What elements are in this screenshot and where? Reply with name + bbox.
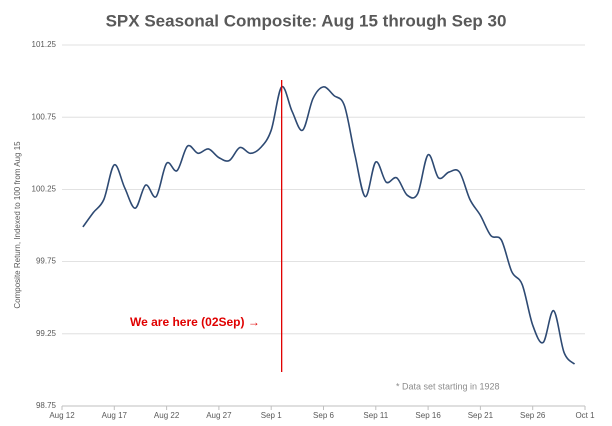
annotation: We are here (02Sep) →	[130, 315, 260, 329]
line	[82, 85, 576, 365]
x-tick-label: Aug 12	[49, 411, 75, 420]
y-axis-label: Composite Return, Indexed to 100 from Au…	[13, 141, 22, 309]
y-tick-label: 101.25	[32, 40, 57, 49]
x-tick-label: Sep 21	[468, 411, 494, 420]
y-tick-label: 100.75	[32, 112, 57, 121]
x-tick-label: Sep 26	[520, 411, 546, 420]
y-tick-label: 98.75	[36, 401, 57, 410]
y-tick-label: 99.25	[36, 329, 57, 338]
y-tick-label: 100.25	[32, 185, 57, 194]
x-tick-label: Aug 27	[206, 411, 232, 420]
x-tick-label: Aug 17	[102, 411, 128, 420]
y-tick-label: 99.75	[36, 257, 57, 266]
x-tick-label: Oct 1	[575, 411, 595, 420]
x-tick-label: Sep 16	[415, 411, 441, 420]
x-tick-label: Sep 11	[363, 411, 388, 420]
x-tick-label: Sep 1	[261, 411, 282, 420]
footnote: * Data set starting in 1928	[396, 381, 500, 391]
x-tick-label: Sep 6	[313, 411, 334, 420]
chart-title: SPX Seasonal Composite: Aug 15 through S…	[106, 11, 507, 30]
x-tick-label: Aug 22	[154, 411, 180, 420]
